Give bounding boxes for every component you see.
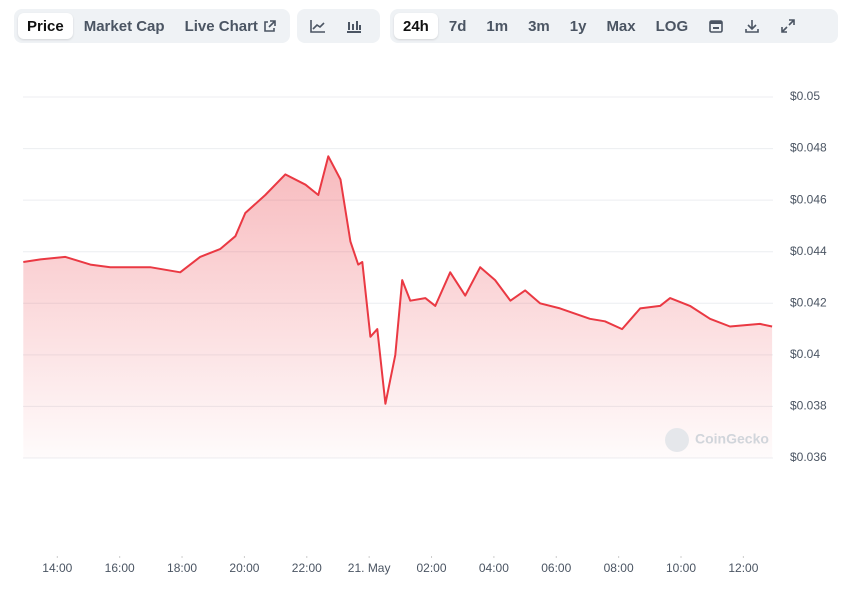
price-line (23, 155, 773, 405)
watermark: CoinGecko (665, 428, 769, 452)
y-tick-label: $0.05 (790, 89, 820, 103)
fullscreen-button[interactable] (771, 13, 805, 39)
x-tick-label: 02:00 (417, 561, 447, 575)
line-icon (310, 20, 325, 33)
y-tick-label: $0.044 (790, 244, 827, 258)
x-tick-label: 20:00 (229, 561, 259, 575)
range-button[interactable]: 24h (394, 13, 438, 39)
watermark-text: CoinGecko (695, 431, 769, 447)
x-tick-label: 06:00 (541, 561, 571, 575)
calendar-button[interactable] (699, 13, 733, 39)
download-icon (745, 20, 759, 33)
area (23, 156, 773, 459)
range-button[interactable]: 1m (486, 17, 509, 35)
tab-group: Price Market Cap Live Chart (14, 9, 290, 43)
external-icon (264, 19, 276, 32)
x-tick-label: 04:00 (479, 561, 509, 575)
candle-icon (347, 21, 361, 33)
x-tick-label: 10:00 (666, 561, 696, 575)
calendar-icon (709, 20, 723, 33)
y-tick-label: $0.04 (790, 347, 820, 361)
range-button[interactable]: 7d (448, 17, 467, 35)
x-tick-label: 22:00 (292, 561, 322, 575)
candle-chart-button[interactable] (337, 13, 371, 39)
y-tick-label: $0.046 (790, 192, 827, 206)
tab[interactable]: Market Cap (83, 17, 165, 35)
y-tick-label: $0.036 (790, 450, 827, 464)
download-button[interactable] (735, 13, 769, 39)
range-group: 24h 7d 1m 3m 1y Max LOG (390, 9, 838, 43)
x-tick-label: 18:00 (167, 561, 197, 575)
range-button[interactable]: 1y (569, 17, 587, 35)
x-tick-label: 12:00 (728, 561, 758, 575)
range-button[interactable]: 3m (528, 17, 550, 35)
tab-label: Live Chart (184, 17, 258, 35)
x-tick-label: 21. May (348, 561, 391, 575)
chart-type-group (297, 9, 380, 43)
expand-icon (781, 19, 795, 33)
y-tick-label: $0.042 (790, 295, 827, 309)
y-tick-label: $0.048 (790, 141, 827, 155)
x-tick-label: 08:00 (604, 561, 634, 575)
range-button[interactable]: Max (606, 17, 636, 35)
log-button[interactable]: LOG (655, 17, 689, 35)
line-chart-button[interactable] (301, 13, 335, 39)
y-tick-label: $0.038 (790, 399, 827, 413)
tab[interactable]: Price (18, 13, 73, 39)
tab[interactable]: Live Chart (176, 13, 285, 39)
x-tick-label: 14:00 (42, 561, 72, 575)
x-tick-label: 16:00 (105, 561, 135, 575)
